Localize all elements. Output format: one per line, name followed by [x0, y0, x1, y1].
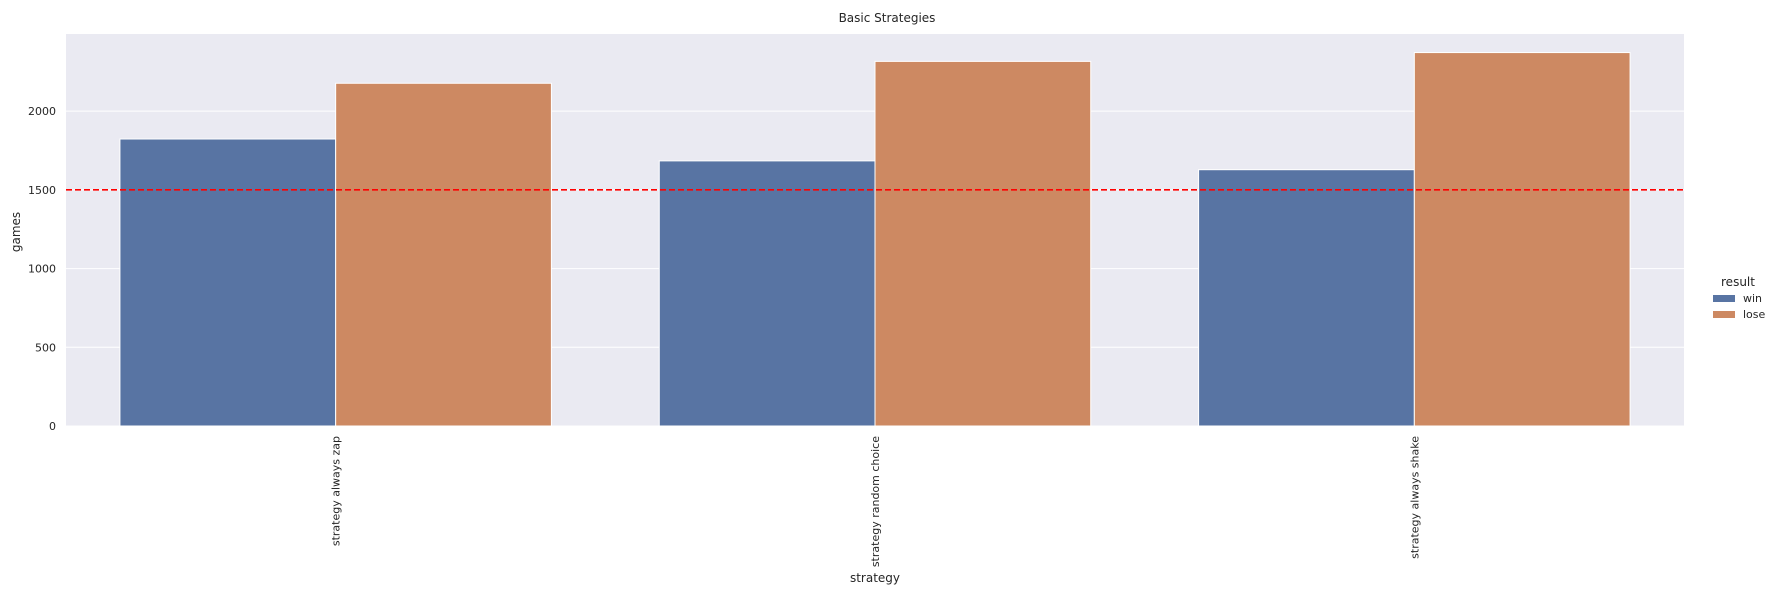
y-axis-ticks: 0 500 1000 1500 2000 [28, 105, 56, 433]
legend-title: result [1721, 275, 1755, 289]
legend-label-lose: lose [1743, 308, 1766, 321]
legend-label-win: win [1743, 292, 1762, 305]
bar-lose-0 [335, 82, 552, 427]
x-tick-label: strategy always zap [330, 436, 343, 546]
x-axis-label: strategy [850, 571, 900, 585]
y-tick-label: 1500 [28, 184, 56, 197]
y-tick-label: 0 [49, 420, 56, 433]
bar-win-2 [1198, 169, 1415, 427]
legend: result win lose [1713, 275, 1766, 321]
x-tick-label: strategy random choice [869, 436, 882, 567]
y-axis-label: games [9, 212, 23, 252]
bar-lose-2 [1413, 52, 1631, 427]
legend-swatch-lose [1713, 311, 1735, 318]
x-axis-ticks: strategy always zap strategy random choic… [330, 436, 1422, 567]
bars [119, 52, 1631, 427]
bar-win-1 [658, 160, 876, 427]
y-tick-label: 1000 [28, 263, 56, 276]
bar-win-0 [119, 138, 337, 427]
bar-lose-1 [874, 60, 1092, 427]
y-tick-label: 500 [35, 341, 56, 354]
y-tick-label: 2000 [28, 105, 56, 118]
chart-title: Basic Strategies [839, 11, 936, 25]
legend-swatch-win [1713, 295, 1735, 302]
x-tick-label: strategy always shake [1408, 436, 1421, 559]
